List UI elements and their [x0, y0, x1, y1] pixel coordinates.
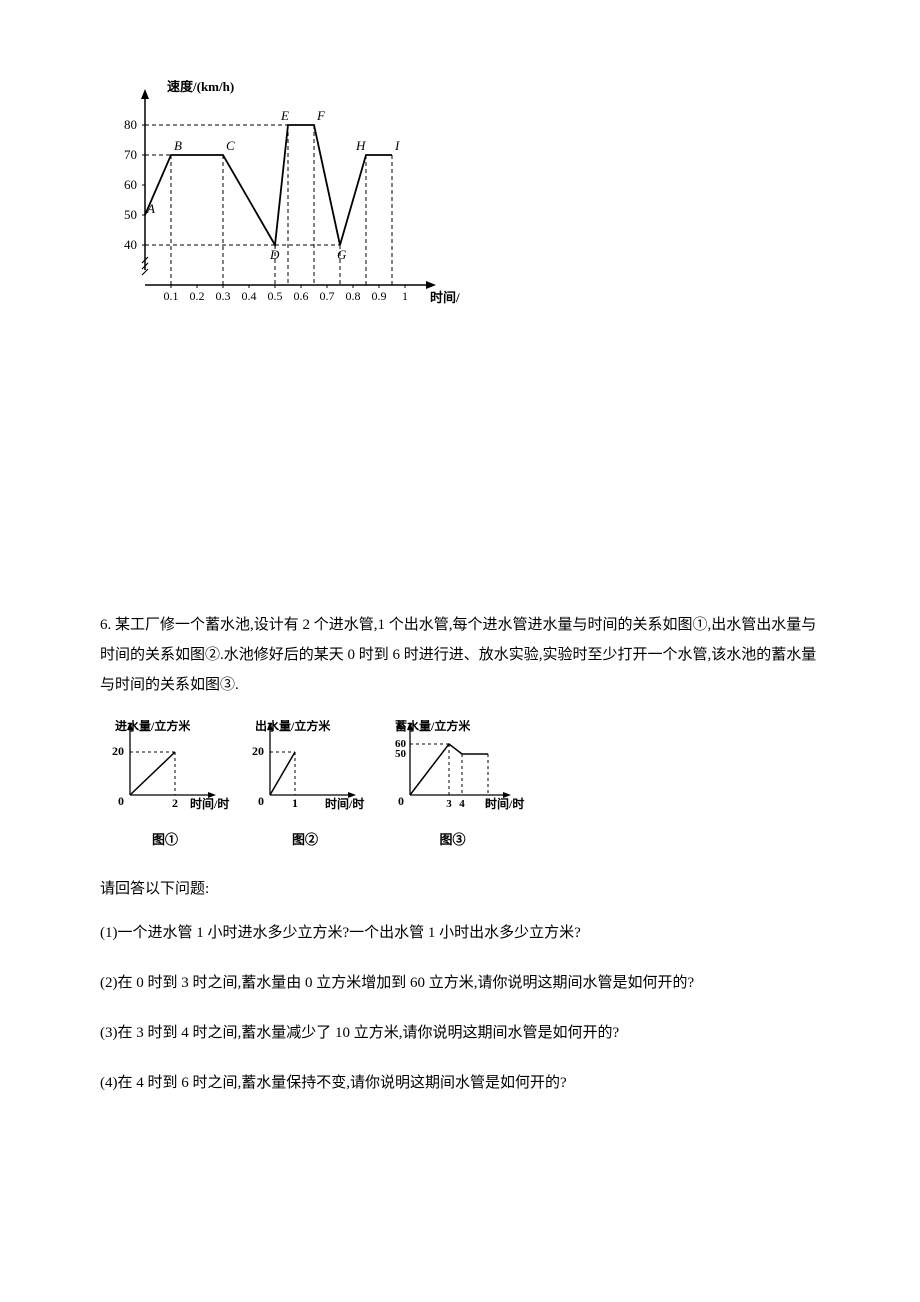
svg-text:G: G — [337, 247, 347, 262]
chart-3-caption: 图③ — [380, 828, 525, 851]
svg-text:时间/时: 时间/时 — [190, 796, 229, 811]
svg-text:D: D — [269, 247, 280, 262]
svg-text:F: F — [316, 108, 326, 123]
svg-text:0.5: 0.5 — [268, 289, 283, 303]
svg-text:0.4: 0.4 — [242, 289, 257, 303]
chart-2-caption: 图② — [240, 828, 370, 851]
svg-text:H: H — [355, 138, 366, 153]
chart-2-outflow: 20 0 1 出水量/立方米 时间/时 图② — [240, 720, 370, 851]
svg-text:80: 80 — [124, 117, 137, 132]
svg-text:70: 70 — [124, 147, 137, 162]
problem-number: 6. — [100, 617, 111, 633]
chart-1-caption: 图① — [100, 828, 230, 851]
svg-text:1: 1 — [292, 796, 298, 810]
svg-text:0.2: 0.2 — [190, 289, 205, 303]
chart-1-inflow: 20 0 2 进水量/立方米 时间/时 图① — [100, 720, 230, 851]
svg-text:50: 50 — [124, 207, 137, 222]
svg-text:40: 40 — [124, 237, 137, 252]
svg-text:0.7: 0.7 — [320, 289, 335, 303]
question-2: (2)在 0 时到 3 时之间,蓄水量由 0 立方米增加到 60 立方米,请你说… — [100, 968, 820, 998]
svg-text:时间/h: 时间/h — [430, 290, 460, 305]
svg-text:蓄水量/立方米: 蓄水量/立方米 — [395, 720, 471, 733]
problem-statement: 6. 某工厂修一个蓄水池,设计有 2 个进水管,1 个出水管,每个进水管进水量与… — [100, 610, 820, 700]
svg-text:C: C — [226, 138, 235, 153]
svg-text:0.8: 0.8 — [346, 289, 361, 303]
svg-text:0: 0 — [258, 794, 264, 808]
svg-text:出水量/立方米: 出水量/立方米 — [255, 720, 331, 733]
svg-text:E: E — [280, 108, 289, 123]
questions-heading: 请回答以下问题: — [100, 876, 820, 903]
svg-text:20: 20 — [252, 744, 264, 758]
svg-text:0: 0 — [398, 794, 404, 808]
svg-text:0: 0 — [118, 794, 124, 808]
question-3: (3)在 3 时到 4 时之间,蓄水量减少了 10 立方米,请你说明这期间水管是… — [100, 1018, 820, 1048]
svg-text:0.3: 0.3 — [216, 289, 231, 303]
svg-text:时间/时: 时间/时 — [485, 796, 524, 811]
svg-text:2: 2 — [172, 796, 178, 810]
chart-3-reservoir: 60 50 0 3 4 6 蓄水量/立方米 时间/时 图③ — [380, 720, 525, 851]
small-charts-row: 20 0 2 进水量/立方米 时间/时 图① 20 0 — [100, 720, 820, 851]
svg-text:时间/时: 时间/时 — [325, 796, 364, 811]
svg-text:I: I — [394, 138, 400, 153]
main-speed-chart: 40 50 60 70 80 0.1 0.2 0.3 0.4 0.5 0.6 0… — [100, 80, 820, 330]
question-4: (4)在 4 时到 6 时之间,蓄水量保持不变,请你说明这期间水管是如何开的? — [100, 1068, 820, 1098]
problem-body: 某工厂修一个蓄水池,设计有 2 个进水管,1 个出水管,每个进水管进水量与时间的… — [100, 617, 816, 693]
svg-text:20: 20 — [112, 744, 124, 758]
question-1: (1)一个进水管 1 小时进水多少立方米?一个出水管 1 小时出水多少立方米? — [100, 918, 820, 948]
svg-text:0.6: 0.6 — [294, 289, 309, 303]
svg-text:3: 3 — [446, 798, 452, 810]
svg-text:速度/(km/h): 速度/(km/h) — [167, 80, 234, 94]
svg-text:60: 60 — [124, 177, 137, 192]
speed-time-svg: 40 50 60 70 80 0.1 0.2 0.3 0.4 0.5 0.6 0… — [100, 80, 460, 330]
svg-text:0.9: 0.9 — [372, 289, 387, 303]
svg-text:A: A — [146, 201, 155, 216]
svg-text:1: 1 — [402, 289, 408, 303]
svg-text:50: 50 — [395, 748, 407, 760]
svg-text:B: B — [174, 138, 182, 153]
svg-text:4: 4 — [459, 798, 465, 810]
svg-text:进水量/立方米: 进水量/立方米 — [115, 720, 191, 733]
svg-text:0.1: 0.1 — [164, 289, 179, 303]
